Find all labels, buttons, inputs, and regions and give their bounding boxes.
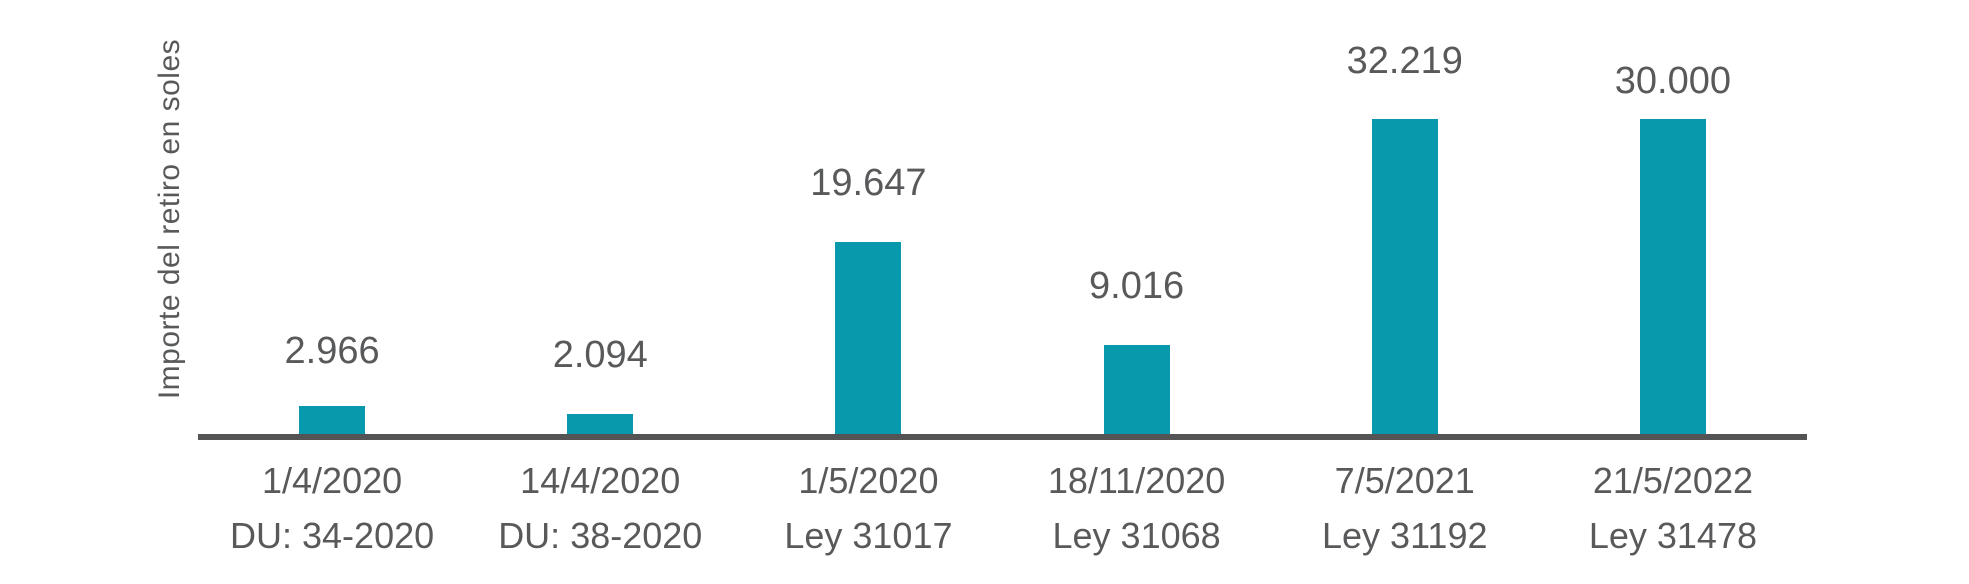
tick-date-label: 18/11/2020 — [1047, 460, 1226, 501]
tick-law-label: DU: 38-2020 — [498, 515, 703, 556]
bar-value-label: 9.016 — [1089, 265, 1185, 307]
bar — [299, 406, 366, 434]
bar — [1371, 119, 1438, 434]
tick-law-label: Ley 31192 — [1322, 515, 1488, 556]
tick-law-label: Ley 31068 — [1052, 515, 1221, 556]
tick-law-label: Ley 31017 — [784, 515, 953, 556]
tick-date-label: 1/4/2020 — [262, 460, 403, 501]
bar-value-label: 2.966 — [284, 330, 380, 372]
tick-law-label: Ley 31478 — [1588, 515, 1757, 556]
bar-value-label: 32.219 — [1346, 40, 1463, 82]
bar — [567, 414, 634, 434]
bar — [1639, 119, 1706, 434]
bar-value-label: 30.000 — [1614, 60, 1732, 102]
tick-date-label: 1/5/2020 — [798, 460, 939, 501]
bar-value-label: 2.094 — [552, 334, 648, 376]
tick-date-label: 14/4/2020 — [520, 460, 681, 501]
bar — [835, 242, 902, 434]
tick-law-label: DU: 34-2020 — [230, 515, 435, 556]
bar — [1103, 345, 1170, 434]
bar-value-label: 19.647 — [810, 162, 927, 204]
tick-date-label: 21/5/2022 — [1592, 460, 1753, 501]
x-axis-line — [198, 434, 1807, 440]
tick-date-label: 7/5/2021 — [1334, 460, 1475, 501]
